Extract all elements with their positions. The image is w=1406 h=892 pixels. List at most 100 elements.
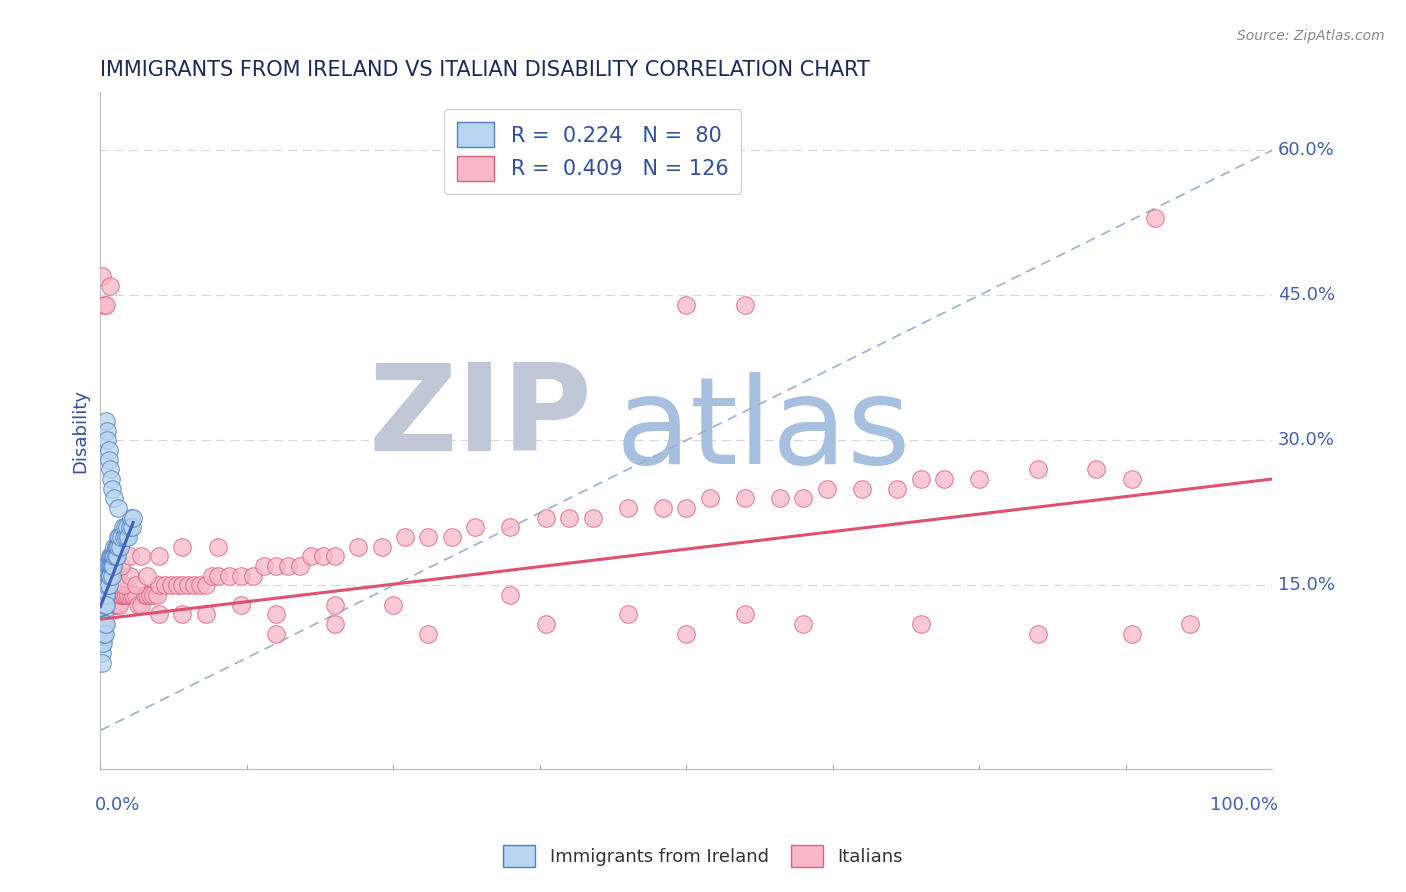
Point: [98, 278, 121, 293]
Point: [886, 482, 908, 496]
Point: [120, 510, 142, 524]
Point: [581, 510, 603, 524]
Point: [100, 588, 122, 602]
Point: [177, 578, 200, 592]
Point: [183, 578, 205, 592]
Point: [111, 520, 134, 534]
Point: [142, 588, 165, 602]
Point: [110, 588, 132, 602]
Point: [418, 626, 440, 640]
Point: [264, 626, 287, 640]
Point: [734, 491, 756, 506]
Point: [118, 568, 141, 582]
Point: [118, 549, 141, 564]
Point: [98, 559, 121, 574]
Point: [117, 530, 139, 544]
Point: [93, 598, 115, 612]
Text: 45.0%: 45.0%: [1278, 286, 1336, 304]
Point: [91, 617, 114, 632]
Point: [229, 568, 252, 582]
Point: [96, 617, 118, 632]
Point: [100, 559, 122, 574]
Point: [734, 607, 756, 622]
Point: [93, 598, 115, 612]
Point: [499, 588, 522, 602]
Point: [108, 530, 131, 544]
Point: [96, 568, 118, 582]
Point: [148, 549, 170, 564]
Point: [107, 588, 129, 602]
Point: [112, 588, 135, 602]
Point: [207, 540, 229, 554]
Point: [110, 588, 132, 602]
Point: [101, 549, 124, 564]
Point: [815, 482, 838, 496]
Point: [91, 578, 114, 592]
Point: [97, 443, 120, 458]
Point: [101, 598, 124, 612]
Point: [699, 491, 721, 506]
Point: [93, 559, 115, 574]
Point: [277, 559, 299, 574]
Point: [98, 598, 121, 612]
Point: [101, 568, 124, 582]
Point: [967, 472, 990, 486]
Point: [104, 588, 127, 602]
Point: [103, 540, 125, 554]
Point: [97, 588, 120, 602]
Point: [104, 540, 127, 554]
Point: [172, 607, 194, 622]
Point: [96, 578, 118, 592]
Point: [96, 598, 118, 612]
Point: [91, 626, 114, 640]
Point: [103, 598, 125, 612]
Point: [136, 588, 159, 602]
Point: [96, 568, 118, 582]
Point: [90, 588, 112, 602]
Point: [98, 462, 121, 476]
Point: [94, 626, 117, 640]
Point: [118, 520, 141, 534]
Point: [98, 549, 121, 564]
Point: [117, 588, 139, 602]
Point: [121, 520, 143, 534]
Legend: Immigrants from Ireland, Italians: Immigrants from Ireland, Italians: [496, 838, 910, 874]
Point: [153, 578, 176, 592]
Point: [94, 578, 117, 592]
Point: [651, 501, 673, 516]
Point: [122, 588, 145, 602]
Point: [98, 559, 121, 574]
Point: [90, 656, 112, 670]
Point: [105, 549, 128, 564]
Point: [218, 568, 240, 582]
Point: [127, 598, 149, 612]
Point: [94, 578, 117, 592]
Point: [1085, 462, 1108, 476]
Point: [1178, 617, 1201, 632]
Point: [97, 568, 120, 582]
Point: [264, 559, 287, 574]
Point: [1121, 626, 1143, 640]
Point: [131, 598, 153, 612]
Point: [675, 626, 697, 640]
Point: [1026, 626, 1049, 640]
Point: [94, 568, 117, 582]
Point: [96, 559, 118, 574]
Point: [94, 598, 117, 612]
Point: [201, 568, 224, 582]
Point: [90, 598, 112, 612]
Point: [107, 568, 129, 582]
Point: [103, 588, 125, 602]
Point: [616, 607, 638, 622]
Point: [100, 472, 122, 486]
Point: [91, 636, 114, 650]
Point: [107, 530, 129, 544]
Point: [114, 520, 136, 534]
Point: [96, 588, 118, 602]
Point: [136, 568, 159, 582]
Point: [90, 268, 112, 283]
Point: [120, 588, 142, 602]
Point: [91, 607, 114, 622]
Point: [194, 578, 217, 592]
Point: [792, 491, 814, 506]
